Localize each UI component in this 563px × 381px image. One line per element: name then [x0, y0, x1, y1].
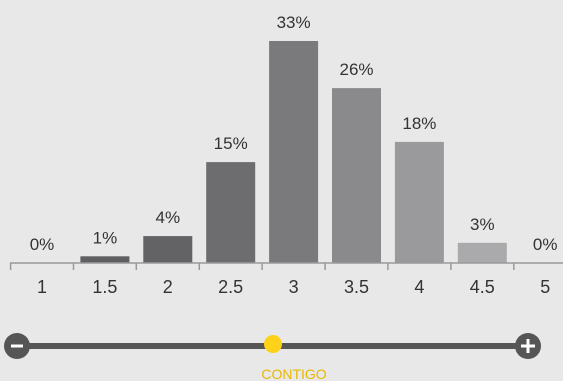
- x-tick-label-2: 2: [163, 277, 173, 297]
- x-tick-label-3: 3: [289, 277, 299, 297]
- bar-value-label-2.5: 15%: [214, 134, 248, 153]
- x-tick-label-4: 4: [414, 277, 424, 297]
- bar-4.5: [457, 242, 507, 263]
- x-tick-label-2.5: 2.5: [218, 277, 243, 297]
- bar-2.5: [206, 162, 256, 263]
- x-tick-label-5: 5: [540, 277, 550, 297]
- rating-slider[interactable]: CONTIGO: [4, 333, 541, 381]
- bar-1.5: [80, 256, 130, 263]
- bar-value-label-4: 18%: [402, 114, 436, 133]
- bar-3.5: [332, 88, 381, 263]
- bar-value-label-2: 4%: [156, 208, 181, 227]
- bar-value-label-5: 0%: [533, 235, 558, 254]
- slider-minus-button[interactable]: [4, 333, 30, 359]
- x-tick-label-3.5: 3.5: [344, 277, 369, 297]
- x-tick-label-1: 1: [37, 277, 47, 297]
- x-axis-tick-labels: 1 1.5 2 2.5 3 3.5 4 4.5 5: [37, 277, 550, 297]
- bar-4: [394, 141, 444, 263]
- slider-thumb[interactable]: [264, 335, 282, 353]
- slider-plus-button[interactable]: [515, 333, 541, 359]
- bar-value-label-1.5: 1%: [93, 228, 118, 247]
- x-tick-label-4.5: 4.5: [470, 277, 495, 297]
- bar-value-label-3: 33%: [277, 13, 311, 32]
- bar-value-label-3.5: 26%: [339, 60, 373, 79]
- bars-group: [80, 41, 507, 263]
- bar-value-label-1: 0%: [30, 235, 55, 254]
- x-tick-label-1.5: 1.5: [92, 277, 117, 297]
- bar-3: [269, 41, 319, 263]
- x-axis-ticks: [9, 263, 515, 270]
- bar-labels-group: 0% 1% 4% 15% 33% 26% 18% 3% 0%: [30, 13, 558, 254]
- bar-2: [143, 236, 193, 263]
- bar-value-label-4.5: 3%: [470, 215, 495, 234]
- slider-caption: CONTIGO: [261, 366, 326, 381]
